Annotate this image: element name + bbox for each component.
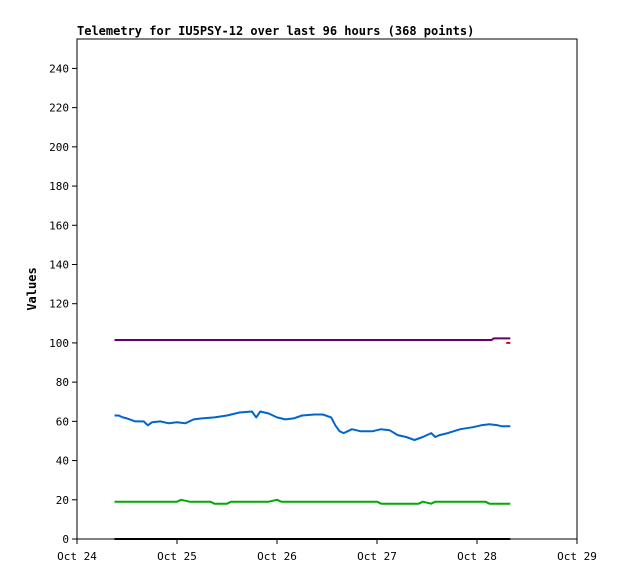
y-tick-label: 120 <box>49 298 69 311</box>
y-tick-label: 80 <box>56 376 69 389</box>
x-tick-label: Oct 25 <box>157 550 197 563</box>
series-line-3 <box>114 410 511 441</box>
y-tick-label: 160 <box>49 219 69 232</box>
y-tick-label: 180 <box>49 180 69 193</box>
y-tick-label: 20 <box>56 494 69 507</box>
x-axis: Oct 24 Oct 25 Oct 26 Oct 27 Oct 28 Oct 29 <box>57 539 597 563</box>
y-tick-label: 220 <box>49 102 69 115</box>
series-layer <box>114 337 511 540</box>
x-tick-label: Oct 24 <box>57 550 97 563</box>
y-tick-label: 60 <box>56 415 69 428</box>
plot-area <box>76 38 578 540</box>
series-line-1 <box>114 337 511 341</box>
y-tick-label: 200 <box>49 141 69 154</box>
y-tick-label: 140 <box>49 258 69 271</box>
y-tick-label: 0 <box>62 533 69 546</box>
y-tick-label: 240 <box>49 62 69 75</box>
series-line-4 <box>114 498 511 505</box>
x-tick-label: Oct 29 <box>557 550 597 563</box>
y-axis: 0 20 40 60 80 100 120 140 160 180 200 220 240 <box>49 62 77 546</box>
y-axis-label: Values <box>25 267 39 310</box>
x-tick-label: Oct 28 <box>457 550 497 563</box>
x-tick-label: Oct 26 <box>257 550 297 563</box>
x-tick-label: Oct 27 <box>357 550 397 563</box>
chart-title: Telemetry for IU5PSY-12 over last 96 hou… <box>77 24 474 38</box>
y-tick-label: 100 <box>49 337 69 350</box>
y-tick-label: 40 <box>56 455 69 468</box>
